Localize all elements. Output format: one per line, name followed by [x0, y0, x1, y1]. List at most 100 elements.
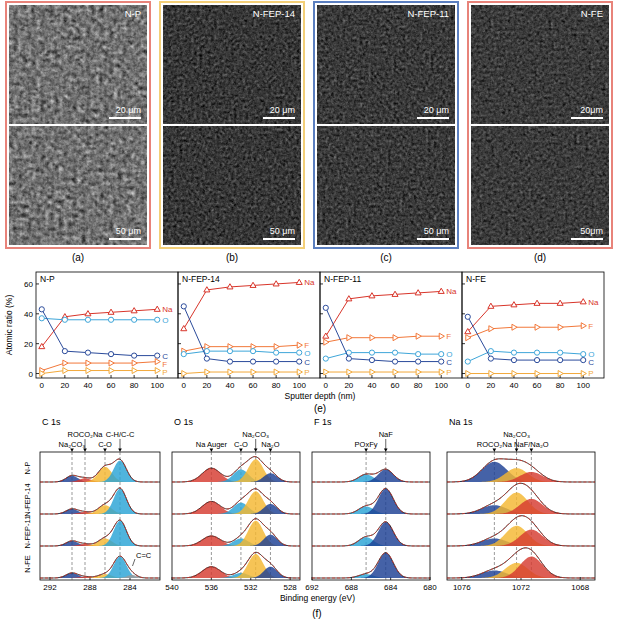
point	[155, 353, 160, 358]
sample-label: N-FEP-14	[253, 8, 295, 19]
x-tick-label: 20	[486, 381, 495, 390]
peak-label: Na Auger	[196, 440, 228, 449]
guide-line	[85, 452, 86, 580]
plot-frame	[40, 452, 160, 580]
plot-area	[40, 452, 160, 580]
sem-image	[471, 126, 609, 245]
fit-envelope	[172, 519, 300, 546]
point	[204, 287, 210, 292]
spectrum	[312, 469, 430, 482]
point	[109, 368, 114, 374]
point	[297, 342, 302, 348]
series-line	[326, 353, 441, 359]
row-label: N-P	[23, 462, 32, 475]
scale-bar	[263, 117, 295, 119]
series-line	[326, 336, 441, 342]
point	[369, 350, 374, 355]
series-label: C	[304, 358, 310, 367]
series-label: O	[162, 316, 168, 325]
plot-area	[39, 306, 161, 376]
point	[274, 359, 279, 364]
point	[489, 326, 494, 332]
plot-area	[312, 452, 430, 580]
label-arrowhead	[103, 449, 107, 453]
fit-envelope	[312, 553, 430, 578]
label-arrowhead	[118, 449, 122, 453]
sample-label: N-FE	[581, 8, 603, 19]
label-arrowhead	[70, 449, 74, 453]
x-tick-label: 100	[577, 381, 591, 390]
x-tick-label: 1076	[453, 583, 471, 592]
peak-label: C=C	[136, 551, 152, 560]
spectrum	[40, 520, 160, 546]
series-label: Na	[304, 278, 315, 287]
y-tick	[462, 373, 465, 374]
point	[182, 371, 187, 377]
x-tick	[580, 577, 581, 580]
fit-envelope	[447, 459, 595, 482]
x-tick-label: 532	[244, 583, 258, 592]
spectrum	[172, 519, 300, 546]
scale-bar-label: 20 μm	[270, 105, 295, 115]
point	[558, 324, 563, 330]
label-arrowhead	[530, 449, 534, 453]
plot-area	[181, 279, 303, 376]
label-arrowhead	[515, 449, 519, 453]
series-label: Na	[588, 298, 599, 307]
point	[132, 368, 137, 374]
point	[558, 350, 563, 355]
scale-bar	[417, 238, 449, 240]
panel-frame	[468, 2, 612, 248]
x-tick-label: 0	[182, 381, 187, 390]
point	[323, 305, 328, 310]
x-tick	[430, 577, 431, 580]
y-tick	[178, 373, 181, 374]
label-arrowhead	[384, 449, 388, 453]
sem-image	[317, 126, 455, 245]
spectrum	[447, 548, 595, 578]
point	[466, 371, 471, 377]
series-line	[326, 291, 441, 336]
panel-label: (e)	[314, 403, 326, 414]
peak-label: Na₂CO₃	[242, 430, 269, 439]
plot-area	[323, 288, 445, 375]
x-tick	[87, 375, 88, 378]
fit-component	[312, 469, 430, 482]
label-arrowhead	[210, 449, 214, 453]
scale-bar-label: 50μm	[580, 226, 603, 236]
point	[204, 349, 209, 354]
row-label: N-FE	[23, 555, 32, 573]
series-line	[326, 372, 441, 373]
y-tick	[36, 313, 39, 314]
series-label: F	[446, 332, 451, 341]
series-line	[42, 318, 157, 319]
point	[274, 369, 279, 375]
series-label: P	[304, 368, 309, 377]
point	[535, 324, 540, 330]
column-title: Na 1s	[449, 417, 473, 427]
point	[62, 317, 67, 322]
point	[228, 369, 233, 375]
point	[250, 282, 256, 287]
label-arrowhead	[239, 449, 243, 453]
x-tick-label: 20	[60, 381, 69, 390]
x-tick-label: 60	[107, 381, 116, 390]
series-label: C	[446, 358, 452, 367]
guide-line	[366, 452, 367, 580]
x-tick	[229, 375, 230, 378]
spectrum	[172, 457, 300, 482]
x-tick-label: 680	[423, 583, 437, 592]
peak-label: Na₂CO₃	[503, 430, 530, 439]
point	[274, 344, 279, 350]
x-tick-label: 692	[305, 583, 319, 592]
point	[85, 317, 90, 322]
x-tick	[157, 375, 158, 378]
fit-envelope	[40, 488, 160, 514]
x-tick-label: 0	[466, 381, 471, 390]
label-arrow	[255, 439, 256, 450]
guide-line	[270, 452, 271, 580]
sem-image	[9, 5, 147, 124]
point	[108, 309, 114, 314]
sem-image	[317, 5, 455, 124]
x-tick-label: 20	[202, 381, 211, 390]
